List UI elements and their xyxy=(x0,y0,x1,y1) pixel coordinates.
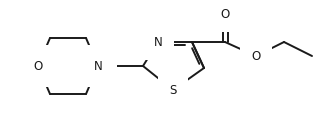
Text: O: O xyxy=(252,50,261,62)
Text: N: N xyxy=(94,59,103,72)
Text: S: S xyxy=(169,84,177,97)
Text: N: N xyxy=(154,36,162,49)
Text: O: O xyxy=(33,59,43,72)
Text: O: O xyxy=(220,8,230,21)
